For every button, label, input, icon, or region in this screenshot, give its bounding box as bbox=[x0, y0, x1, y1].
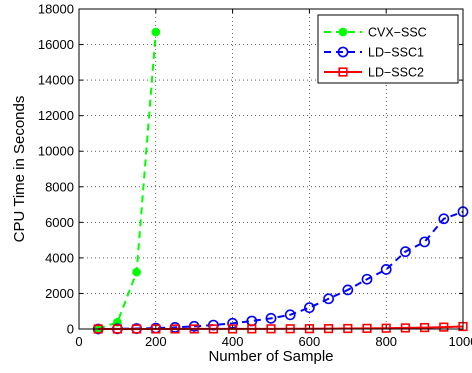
data-point-ld-ssc2 bbox=[439, 322, 449, 332]
data-point-ld-ssc1 bbox=[438, 213, 450, 225]
legend-item-cvx-ssc: CVX−SSC bbox=[324, 26, 427, 40]
plot-frame bbox=[78, 8, 464, 330]
x-tick-label: 800 bbox=[375, 334, 397, 349]
legend-label-ld-ssc2: LD−SSC2 bbox=[368, 66, 424, 80]
data-point-ld-ssc2 bbox=[381, 323, 391, 333]
legend-item-ld-ssc2: LD−SSC2 bbox=[324, 66, 424, 80]
y-tick-label: 0 bbox=[67, 322, 74, 337]
data-point-legend-ld-ssc2 bbox=[338, 67, 348, 77]
data-point-ld-ssc1 bbox=[323, 293, 334, 305]
data-point-ld-ssc1 bbox=[399, 246, 411, 258]
data-point-ld-ssc1 bbox=[284, 309, 296, 321]
y-tick-label: 4000 bbox=[45, 250, 74, 265]
series-line-cvx-ssc bbox=[97, 32, 157, 330]
data-point-cvx-ssc bbox=[132, 267, 141, 277]
data-point-ld-ssc2 bbox=[400, 323, 411, 333]
legend-label-ld-ssc1: LD−SSC1 bbox=[368, 46, 424, 60]
legend-item-ld-ssc1: LD−SSC1 bbox=[324, 46, 424, 60]
legend: CVX−SSC LD−SSC1 LD−SSC2 bbox=[317, 14, 459, 84]
data-point-cvx-ssc bbox=[151, 27, 161, 37]
data-point-ld-ssc1 bbox=[265, 312, 277, 324]
y-tick-label: 18000 bbox=[38, 2, 74, 17]
y-tick-label: 16000 bbox=[38, 37, 74, 52]
y-axis-label: CPU Time in Seconds bbox=[11, 96, 28, 243]
data-point-ld-ssc1 bbox=[419, 236, 430, 248]
data-point-ld-ssc1 bbox=[380, 264, 392, 275]
x-tick-label: 1000 bbox=[449, 334, 472, 349]
y-tick-label: 10000 bbox=[38, 144, 74, 159]
x-axis-label: Number of Sample bbox=[208, 348, 333, 365]
legend-label-cvx-ssc: CVX−SSC bbox=[368, 26, 427, 40]
y-tick-label: 14000 bbox=[38, 73, 74, 88]
data-point-legend-ld-ssc1 bbox=[337, 46, 349, 58]
x-tick-label: 0 bbox=[75, 334, 82, 349]
x-tick-label: 600 bbox=[299, 334, 321, 349]
data-point-ld-ssc2 bbox=[362, 323, 372, 333]
axis-ticks: 0200400600800100002000400060008000100001… bbox=[38, 2, 472, 350]
y-tick-label: 6000 bbox=[45, 215, 74, 230]
y-tick-label: 2000 bbox=[45, 286, 74, 301]
y-tick-label: 8000 bbox=[45, 179, 74, 194]
data-point-ld-ssc1 bbox=[342, 284, 354, 296]
data-point-ld-ssc2 bbox=[419, 322, 430, 333]
x-tick-label: 400 bbox=[222, 334, 244, 349]
y-tick-label: 12000 bbox=[38, 108, 74, 123]
data-point-ld-ssc1 bbox=[303, 302, 315, 314]
data-point-ld-ssc1 bbox=[361, 273, 373, 285]
x-tick-label: 200 bbox=[145, 334, 167, 349]
data-point-legend-cvx-ssc bbox=[338, 27, 348, 37]
